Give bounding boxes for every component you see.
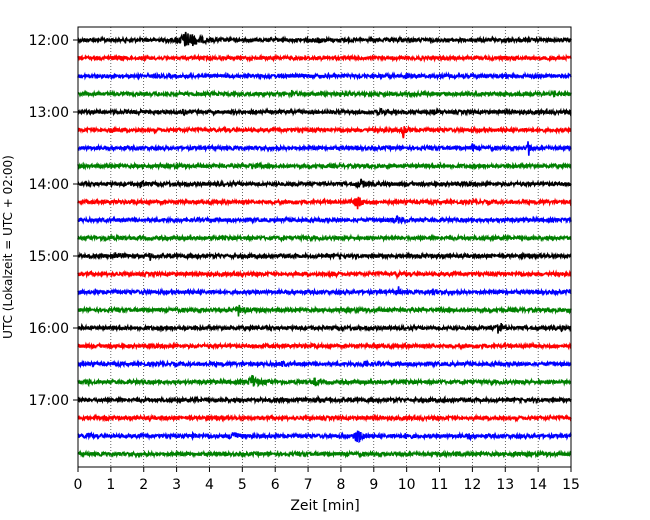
x-axis: 0 1 2 3 4 5 6 7 8 9 10 11 12 13 14 15 bbox=[74, 467, 580, 493]
trace-1230 bbox=[77, 71, 572, 81]
y-axis: 12:00 13:00 14:00 15:00 16:00 17:00 bbox=[29, 33, 78, 409]
y-tick-label-1300: 13:00 bbox=[29, 105, 69, 121]
trace-1400 bbox=[77, 178, 572, 190]
trace-1515 bbox=[77, 269, 572, 281]
trace-1530 bbox=[77, 286, 572, 297]
trace-1700 bbox=[77, 394, 572, 405]
x-tick-label-13: 13 bbox=[496, 477, 514, 493]
trace-1615 bbox=[77, 341, 572, 351]
x-tick-label-3: 3 bbox=[172, 477, 181, 493]
x-tick-label-7: 7 bbox=[304, 477, 313, 493]
y-tick-label-1500: 15:00 bbox=[29, 249, 69, 265]
x-tick-label-12: 12 bbox=[463, 477, 481, 493]
trace-1630 bbox=[77, 359, 572, 369]
x-tick-label-11: 11 bbox=[431, 477, 449, 493]
x-tick-label-14: 14 bbox=[529, 477, 547, 493]
y-tick-label-1700: 17:00 bbox=[29, 393, 69, 409]
trace-1545 bbox=[77, 304, 572, 317]
y-tick-label-1400: 14:00 bbox=[29, 177, 69, 193]
y-tick-label-1200: 12:00 bbox=[29, 33, 69, 49]
trace-1215 bbox=[77, 53, 572, 63]
x-tick-label-4: 4 bbox=[205, 477, 214, 493]
y-tick-label-1600: 16:00 bbox=[29, 321, 69, 337]
x-tick-label-0: 0 bbox=[74, 477, 83, 493]
trace-1715 bbox=[77, 413, 572, 423]
trace-1245 bbox=[77, 89, 572, 99]
trace-1430 bbox=[77, 214, 572, 225]
trace-1300 bbox=[77, 106, 572, 117]
x-tick-label-15: 15 bbox=[562, 477, 580, 493]
trace-1500 bbox=[77, 251, 572, 261]
trace-1600 bbox=[77, 322, 572, 334]
seismogram-traces bbox=[77, 31, 572, 459]
trace-1730 bbox=[77, 430, 572, 444]
grid-lines bbox=[110, 27, 539, 467]
y-axis-title: UTC (Lokalzeit = UTC + 02:00) bbox=[1, 155, 15, 339]
x-tick-label-5: 5 bbox=[238, 477, 247, 493]
trace-1445 bbox=[77, 233, 572, 243]
x-tick-label-8: 8 bbox=[336, 477, 345, 493]
plot-frame bbox=[77, 26, 572, 468]
x-tick-label-9: 9 bbox=[369, 477, 378, 493]
x-tick-label-6: 6 bbox=[271, 477, 280, 493]
x-tick-label-10: 10 bbox=[398, 477, 416, 493]
x-tick-label-2: 2 bbox=[139, 477, 148, 493]
trace-1645 bbox=[77, 374, 572, 388]
trace-1345 bbox=[77, 161, 572, 171]
trace-1330 bbox=[77, 141, 572, 156]
trace-1200 bbox=[77, 31, 572, 47]
x-tick-label-1: 1 bbox=[106, 477, 115, 493]
trace-1745 bbox=[77, 449, 572, 459]
trace-1315 bbox=[77, 124, 572, 139]
trace-1415 bbox=[77, 196, 572, 210]
x-axis-title: Zeit [min] bbox=[290, 498, 359, 514]
